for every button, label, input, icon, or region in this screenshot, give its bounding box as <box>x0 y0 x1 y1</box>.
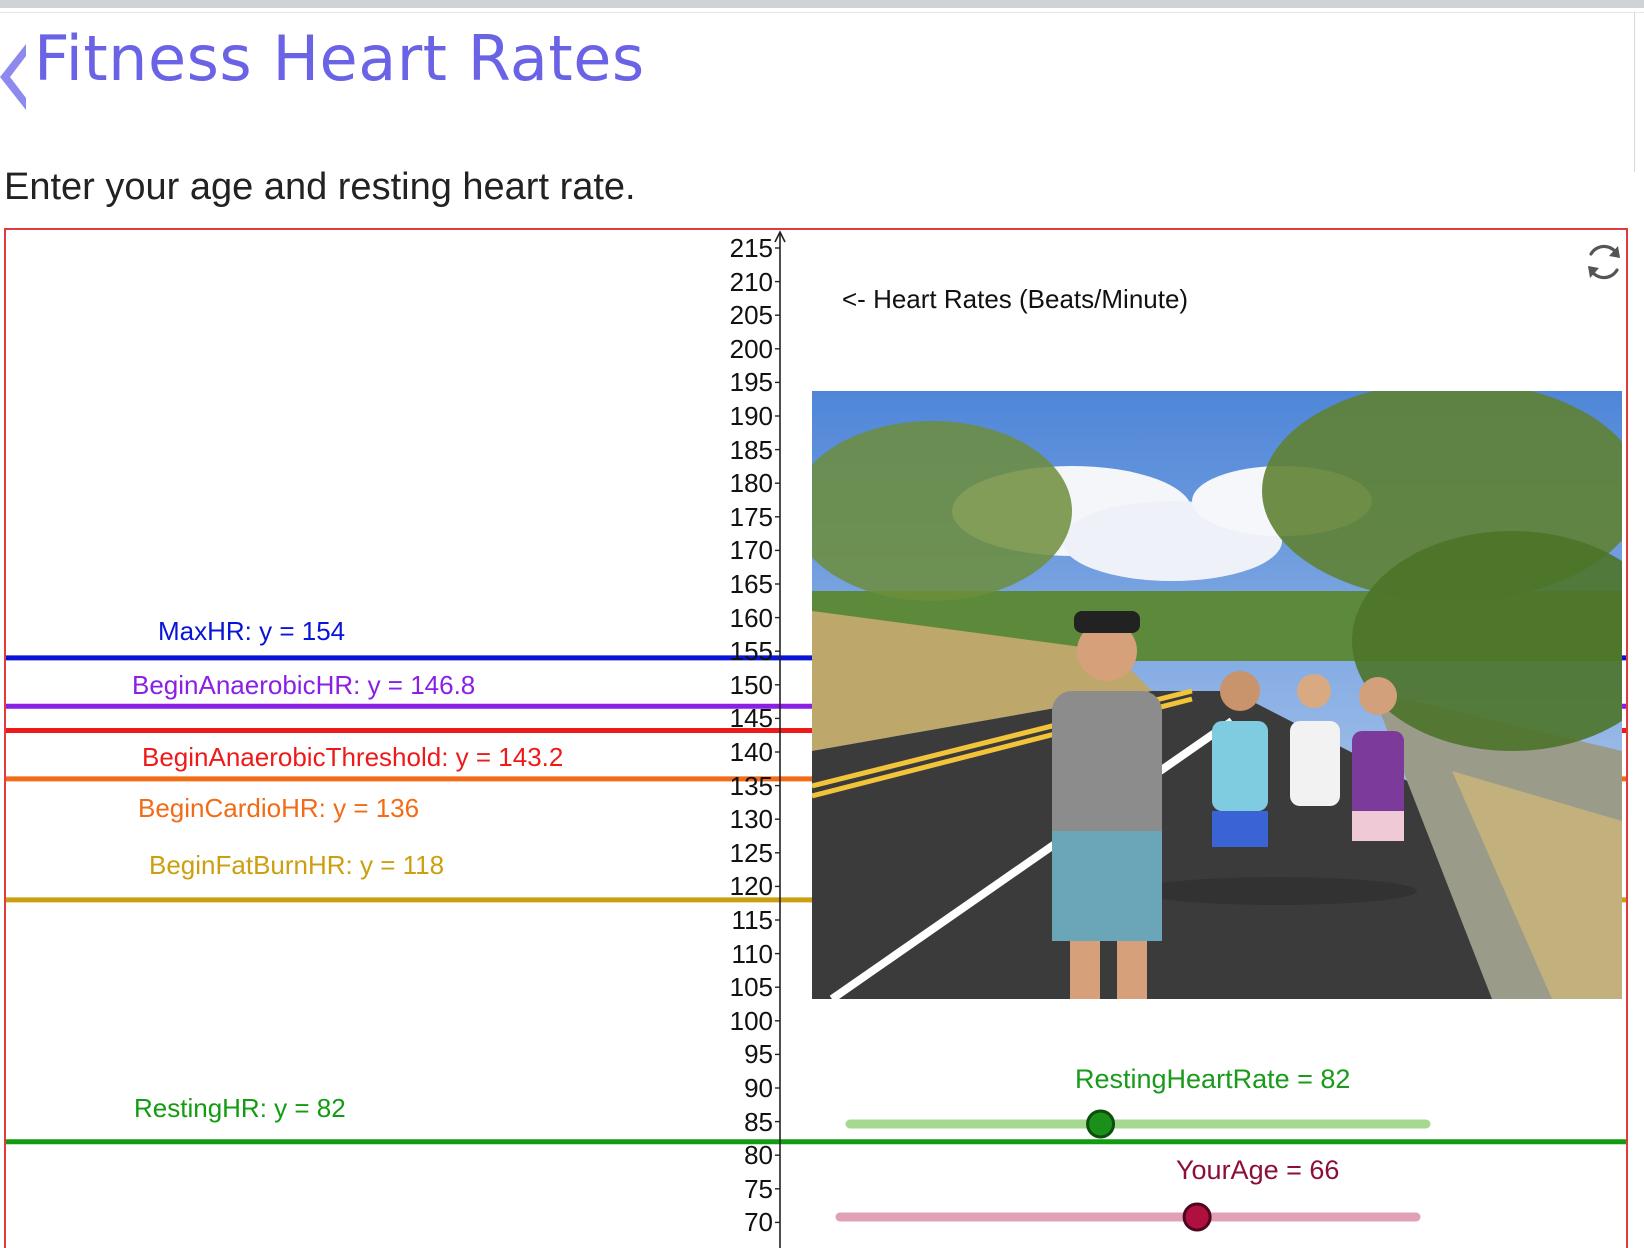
browser-top-bar <box>0 0 1644 8</box>
geogebra-applet[interactable]: 215 210 205 200 195 190 185 180 175 170 165 160 155 1… <box>4 228 1628 1248</box>
y-tick-label: 70 <box>744 1207 773 1238</box>
y-tick-label: 175 <box>729 501 773 532</box>
y-tick-label: 180 <box>729 468 773 499</box>
y-tick-label: 140 <box>729 737 773 767</box>
y-tick-label: 130 <box>729 804 773 835</box>
y-tick-label: 135 <box>729 770 773 801</box>
y-tick-label: 105 <box>729 972 773 1003</box>
y-axis-arrow <box>774 230 786 243</box>
y-tick-label: 75 <box>744 1173 773 1204</box>
y-tick-label: 125 <box>729 837 773 868</box>
y-tick-label: 155 <box>729 636 773 667</box>
y-tick-label: 195 <box>729 367 773 398</box>
resting-heart-rate-slider-label: RestingHeartRate = 82 <box>1075 1064 1351 1094</box>
y-tick-label: 80 <box>744 1140 773 1171</box>
instructions-text: Enter your age and resting heart rate. <box>4 166 636 208</box>
hr-line-label: BeginAnaerobicHR: y = 146.8 <box>132 670 476 701</box>
y-tick-label: 185 <box>729 434 773 465</box>
y-tick-label: 210 <box>729 266 773 297</box>
y-tick-label: 110 <box>731 938 773 969</box>
y-tick-label: 95 <box>744 1039 773 1070</box>
hr-line-label: MaxHR: y = 154 <box>158 615 346 646</box>
hr-line-label: BeginFatBurnHR: y = 118 <box>149 849 445 880</box>
y-tick-label: 200 <box>729 333 773 364</box>
y-tick-label: 145 <box>729 703 773 734</box>
right-divider <box>1634 12 1635 172</box>
y-tick-label: 100 <box>729 1005 773 1036</box>
page-title: Fitness Heart Rates <box>34 22 645 95</box>
y-tick-label: 85 <box>744 1106 773 1137</box>
hr-line-label: RestingHR: y = 82 <box>134 1092 346 1123</box>
y-tick-label: 170 <box>729 535 773 566</box>
y-tick-label: 150 <box>729 669 773 700</box>
hikers-photo <box>812 391 1622 999</box>
age-slider-label: YourAge = 66 <box>1176 1155 1340 1185</box>
y-tick-label: 90 <box>744 1073 773 1103</box>
hr-line-label: BeginAnaerobicThreshold: y = 143.2 <box>142 742 564 773</box>
y-tick-label: 190 <box>729 401 773 431</box>
y-tick-label: 160 <box>729 602 773 633</box>
y-tick-label: 205 <box>729 300 773 331</box>
refresh-icon[interactable] <box>1580 238 1628 286</box>
hr-line-label: BeginCardioHR: y = 136 <box>138 792 420 823</box>
chevron-left-icon[interactable] <box>0 44 26 110</box>
y-tick-label: 215 <box>729 233 773 263</box>
y-tick-label: 165 <box>729 569 773 599</box>
y-tick-label: 115 <box>731 905 773 935</box>
axis-title: <- Heart Rates (Beats/Minute) <box>842 284 1189 314</box>
top-divider <box>0 12 1644 13</box>
y-tick-label: 120 <box>729 871 773 902</box>
